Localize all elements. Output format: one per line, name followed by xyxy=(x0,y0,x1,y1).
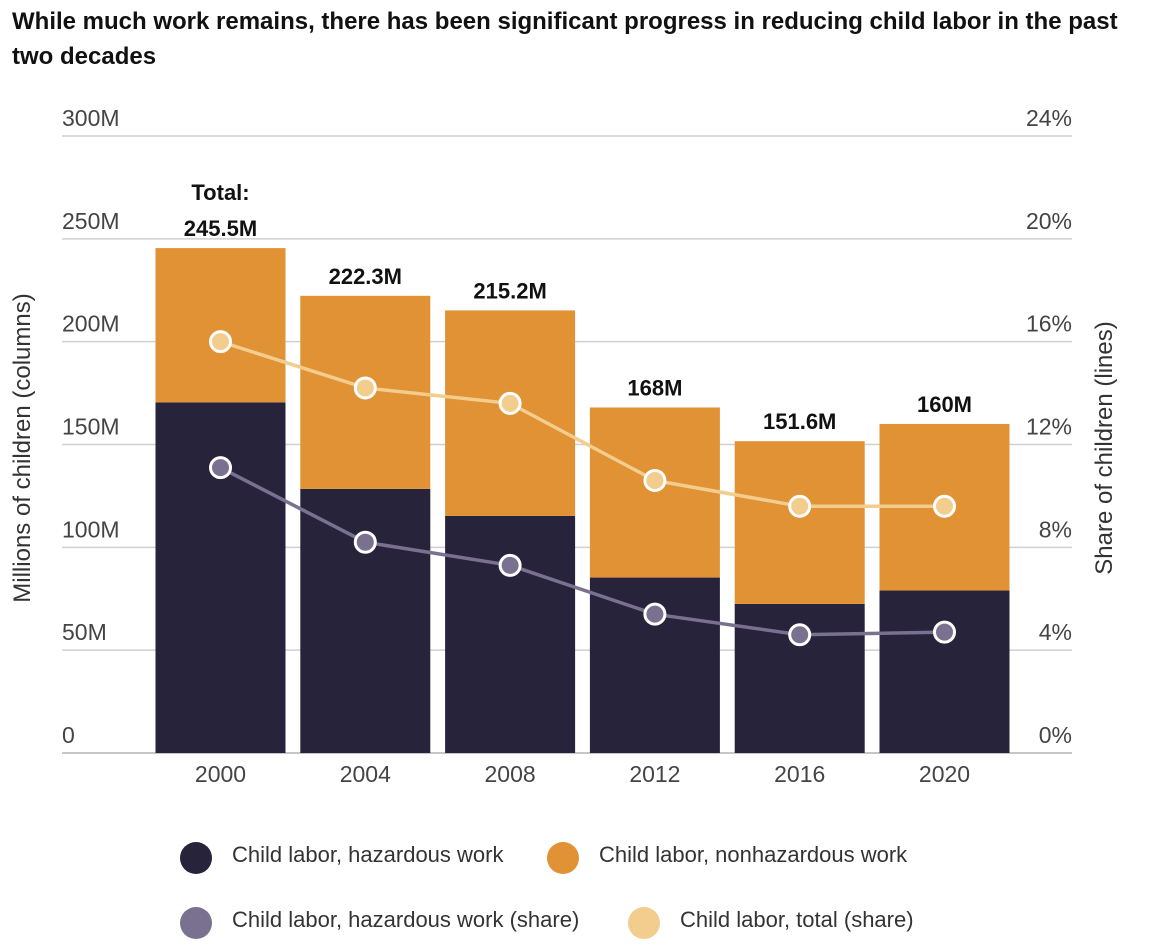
legend: Child labor, hazardous work Child labor, … xyxy=(180,842,914,939)
total-label: 245.5M xyxy=(184,216,257,241)
legend-nonhazardous-label: Child labor, nonhazardous work xyxy=(599,842,908,867)
total-label: 168M xyxy=(627,375,682,400)
left-tick-label: 100M xyxy=(62,516,120,542)
point-hazardous-share xyxy=(788,623,812,647)
point-hazardous-share xyxy=(643,602,667,626)
point-hazardous-share xyxy=(209,456,232,480)
point-total-share xyxy=(643,468,667,492)
total-label: 160M xyxy=(917,392,972,417)
left-tick-label: 150M xyxy=(62,414,120,440)
total-label: 215.2M xyxy=(473,278,546,303)
legend-hazardous-share-label: Child labor, hazardous work (share) xyxy=(232,907,579,932)
bar-nonhazardous xyxy=(589,407,720,578)
total-prefix-label: Total: xyxy=(191,180,249,205)
x-tick-label: 2012 xyxy=(629,761,680,787)
x-tick-label: 2004 xyxy=(340,761,391,787)
total-label: 151.6M xyxy=(763,409,836,434)
bar-hazardous xyxy=(445,515,576,753)
left-tick-label: 200M xyxy=(62,311,120,337)
legend-hazardous-share-swatch xyxy=(180,907,212,939)
total-label: 222.3M xyxy=(329,264,402,289)
point-total-share xyxy=(353,376,377,400)
point-hazardous-share xyxy=(498,553,522,577)
left-axis-title: Millions of children (columns) xyxy=(9,293,36,602)
legend-total-share-swatch xyxy=(628,907,660,939)
labels: 0 0% 50M 4% 100M 8% 150M 12% 200M 16% 250M 20% 300M 2… xyxy=(9,105,1118,787)
x-tick-label: 2008 xyxy=(485,761,536,787)
chart-title: While much work remains, there has been … xyxy=(12,8,1118,70)
x-tick-label: 2000 xyxy=(195,761,246,787)
point-hazardous-share xyxy=(353,530,377,554)
x-tick-label: 2016 xyxy=(774,761,825,787)
right-tick-label: 8% xyxy=(1039,516,1072,542)
share-lines xyxy=(209,330,956,647)
left-tick-label: 0 xyxy=(62,722,75,748)
point-total-share xyxy=(933,494,956,518)
point-hazardous-share xyxy=(933,620,956,644)
bar-nonhazardous xyxy=(734,441,865,604)
legend-nonhazardous-swatch xyxy=(547,842,579,874)
bar-hazardous xyxy=(879,590,1010,753)
legend-hazardous-swatch xyxy=(180,842,212,874)
point-total-share xyxy=(788,494,812,518)
legend-hazardous-label: Child labor, hazardous work xyxy=(232,842,504,867)
line-hazardous-share xyxy=(219,466,945,637)
right-tick-label: 12% xyxy=(1026,414,1072,440)
point-total-share xyxy=(209,330,232,354)
right-tick-label: 0% xyxy=(1039,722,1072,748)
bar-hazardous xyxy=(155,402,286,753)
point-total-share xyxy=(498,391,522,415)
left-tick-label: 300M xyxy=(62,105,120,131)
bar-hazardous xyxy=(300,488,431,753)
right-axis-title: Share of children (lines) xyxy=(1091,321,1118,574)
x-tick-label: 2020 xyxy=(919,761,970,787)
legend-total-share-label: Child labor, total (share) xyxy=(680,907,914,932)
left-tick-label: 250M xyxy=(62,208,120,234)
right-tick-label: 20% xyxy=(1026,208,1072,234)
right-tick-label: 16% xyxy=(1026,311,1072,337)
bar-nonhazardous xyxy=(155,248,286,403)
right-tick-label: 4% xyxy=(1039,619,1072,645)
right-tick-label: 24% xyxy=(1026,105,1072,131)
left-tick-label: 50M xyxy=(62,619,107,645)
line-total-share xyxy=(219,339,945,508)
